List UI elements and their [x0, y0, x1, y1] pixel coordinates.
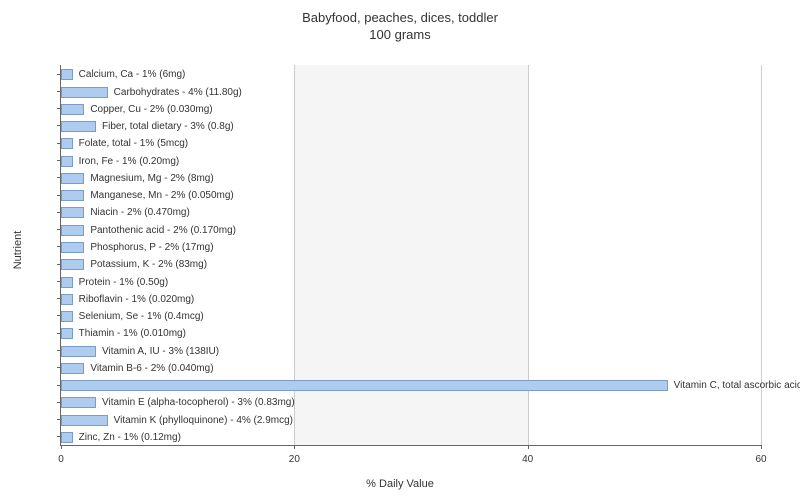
bar-row: Potassium, K - 2% (83mg): [61, 256, 207, 273]
nutrient-bar: [61, 311, 73, 322]
bar-row: Fiber, total dietary - 3% (0.8g): [61, 118, 234, 135]
nutrient-bar: [61, 432, 73, 443]
y-axis-label: Nutrient: [12, 231, 24, 270]
x-axis-label: % Daily Value: [366, 478, 434, 490]
nutrient-bar: [61, 277, 73, 288]
x-tick-label: 20: [289, 454, 300, 465]
nutrient-label: Carbohydrates - 4% (11.80g): [114, 87, 242, 98]
nutrient-bar: [61, 87, 108, 98]
title-line-2: 100 grams: [369, 27, 430, 42]
nutrient-bar: [61, 104, 84, 115]
bar-row: Folate, total - 1% (5mcg): [61, 135, 188, 152]
nutrient-label: Vitamin E (alpha-tocopherol) - 3% (0.83m…: [102, 397, 295, 408]
nutrient-label: Phosphorus, P - 2% (17mg): [90, 242, 213, 253]
nutrient-bar: [61, 242, 84, 253]
bar-row: Vitamin K (phylloquinone) - 4% (2.9mcg): [61, 412, 293, 429]
nutrient-bar: [61, 156, 73, 167]
nutrient-bar: [61, 225, 84, 236]
bar-row: Riboflavin - 1% (0.020mg): [61, 291, 194, 308]
nutrient-bar: [61, 294, 73, 305]
x-tick-label: 40: [522, 454, 533, 465]
bar-row: Carbohydrates - 4% (11.80g): [61, 83, 242, 100]
nutrient-label: Vitamin B-6 - 2% (0.040mg): [90, 363, 213, 374]
title-line-1: Babyfood, peaches, dices, toddler: [302, 10, 498, 25]
x-tick: [294, 445, 295, 449]
nutrient-label: Protein - 1% (0.50g): [79, 277, 169, 288]
bar-row: Selenium, Se - 1% (0.4mcg): [61, 308, 204, 325]
bar-row: Manganese, Mn - 2% (0.050mg): [61, 187, 234, 204]
x-tick-label: 0: [58, 454, 64, 465]
bar-row: Phosphorus, P - 2% (17mg): [61, 239, 214, 256]
x-tick: [761, 445, 762, 449]
bar-row: Zinc, Zn - 1% (0.12mg): [61, 429, 181, 446]
nutrient-bar: [61, 328, 73, 339]
bar-row: Vitamin B-6 - 2% (0.040mg): [61, 360, 214, 377]
nutrient-label: Niacin - 2% (0.470mg): [90, 207, 189, 218]
nutrient-label: Riboflavin - 1% (0.020mg): [79, 294, 195, 305]
nutrient-label: Vitamin A, IU - 3% (138IU): [102, 346, 219, 357]
bar-row: Vitamin C, total ascorbic acid - 52% (31…: [61, 377, 800, 394]
nutrient-bar: [61, 259, 84, 270]
nutrient-bar: [61, 363, 84, 374]
plot-area: 0204060Calcium, Ca - 1% (6mg)Carbohydrat…: [60, 65, 761, 446]
nutrient-label: Calcium, Ca - 1% (6mg): [79, 69, 186, 80]
nutrient-bar: [61, 207, 84, 218]
bar-row: Iron, Fe - 1% (0.20mg): [61, 153, 179, 170]
nutrient-label: Vitamin K (phylloquinone) - 4% (2.9mcg): [114, 415, 293, 426]
bar-row: Calcium, Ca - 1% (6mg): [61, 66, 185, 83]
bar-row: Vitamin A, IU - 3% (138IU): [61, 343, 219, 360]
nutrient-bar: [61, 138, 73, 149]
nutrient-label: Potassium, K - 2% (83mg): [90, 259, 207, 270]
nutrient-label: Manganese, Mn - 2% (0.050mg): [90, 190, 233, 201]
nutrient-bar: [61, 69, 73, 80]
nutrient-bar: [61, 380, 668, 391]
chart-container: Babyfood, peaches, dices, toddler 100 gr…: [0, 0, 800, 500]
bar-row: Pantothenic acid - 2% (0.170mg): [61, 222, 236, 239]
x-tick: [528, 445, 529, 449]
nutrient-bar: [61, 415, 108, 426]
nutrient-bar: [61, 121, 96, 132]
bar-row: Thiamin - 1% (0.010mg): [61, 325, 186, 342]
nutrient-label: Folate, total - 1% (5mcg): [79, 138, 188, 149]
x-tick-label: 60: [755, 454, 766, 465]
bar-row: Protein - 1% (0.50g): [61, 273, 168, 290]
nutrient-label: Iron, Fe - 1% (0.20mg): [79, 156, 180, 167]
nutrient-label: Magnesium, Mg - 2% (8mg): [90, 173, 213, 184]
bar-row: Copper, Cu - 2% (0.030mg): [61, 101, 213, 118]
nutrient-label: Vitamin C, total ascorbic acid - 52% (31…: [674, 380, 800, 391]
nutrient-label: Pantothenic acid - 2% (0.170mg): [90, 225, 236, 236]
nutrient-bar: [61, 346, 96, 357]
bar-row: Magnesium, Mg - 2% (8mg): [61, 170, 214, 187]
chart-title: Babyfood, peaches, dices, toddler 100 gr…: [0, 0, 800, 44]
nutrient-label: Fiber, total dietary - 3% (0.8g): [102, 121, 234, 132]
nutrient-bar: [61, 173, 84, 184]
nutrient-label: Selenium, Se - 1% (0.4mcg): [79, 311, 204, 322]
nutrient-bar: [61, 190, 84, 201]
bar-row: Vitamin E (alpha-tocopherol) - 3% (0.83m…: [61, 394, 295, 411]
bar-row: Niacin - 2% (0.470mg): [61, 204, 190, 221]
nutrient-label: Zinc, Zn - 1% (0.12mg): [79, 432, 181, 443]
nutrient-bar: [61, 397, 96, 408]
nutrient-label: Thiamin - 1% (0.010mg): [79, 328, 186, 339]
nutrient-label: Copper, Cu - 2% (0.030mg): [90, 104, 212, 115]
